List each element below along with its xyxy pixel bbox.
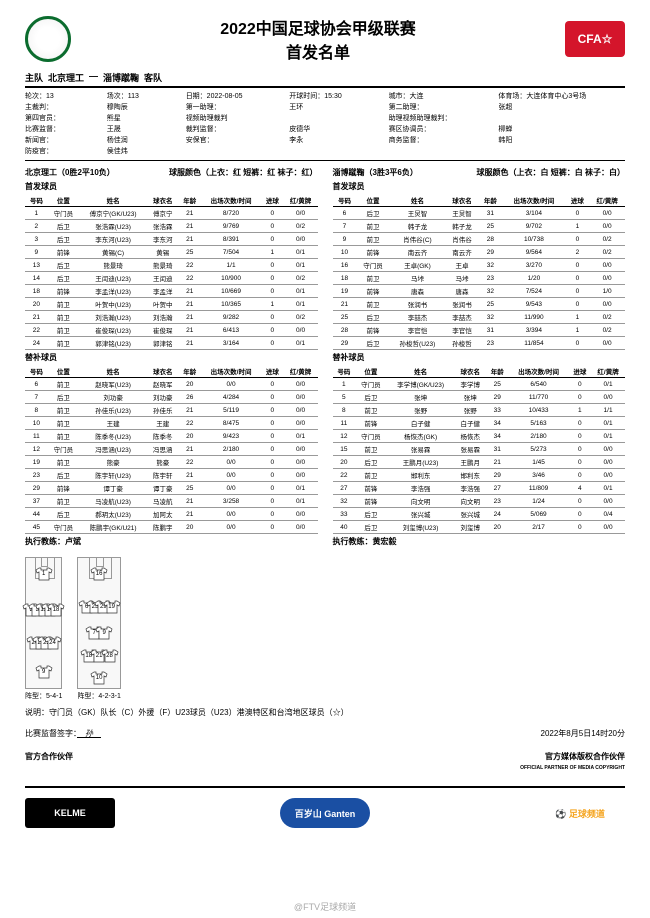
away-subs-table: 号码位置姓名球衣名年龄出场次数/时间进球红/黄牌1守门员李学博(GK/U23)李… (333, 365, 626, 534)
away-team: 淄博蹴鞠 (103, 71, 139, 84)
home-subs-table: 号码位置姓名球衣名年龄出场次数/时间进球红/黄牌6前卫赵晓军(U23)赵晓军20… (25, 365, 318, 534)
table-row: 10前锋南云齐南云齐299/56420/2 (333, 246, 626, 259)
header: 2022中国足球协会甲级联赛 首发名单 CFA ☆ (25, 15, 625, 63)
table-row: 20后卫王鹏月(U23)王鹏月211/4500/0 (333, 456, 626, 469)
home-kit: 球服颜色（上衣：红 短裤：红 袜子：红） (169, 167, 317, 178)
table-row: 19前卫熊豪熊豪220/000/0 (25, 456, 318, 469)
home-team: 北京理工 (48, 71, 84, 84)
signature-row: 比赛监督签字： 孙 2022年8月5日14时20分 (25, 728, 625, 739)
table-row: 19前锋唐森唐森327/52401/0 (333, 285, 626, 298)
match-sheet: 2022中国足球协会甲级联赛 首发名单 CFA ☆ 主队 北京理工 — 淄博蹴鞠… (0, 0, 650, 918)
table-row: 6前卫赵晓军(U23)赵晓军200/000/0 (25, 378, 318, 391)
home-column: 北京理工（0胜2平10负） 球服颜色（上衣：红 短裤：红 袜子：红） 首发球员 号… (25, 164, 318, 549)
jersey: 28 (100, 648, 120, 664)
title-line2: 首发名单 (71, 39, 565, 63)
home-pitch: 123131418202122249 (25, 557, 62, 689)
table-row: 37前卫马凌航(U23)马凌航213/25800/1 (25, 495, 318, 508)
table-row: 8前卫张野张野3310/43311/1 (333, 404, 626, 417)
team-bar: 主队 北京理工 — 淄博蹴鞠 客队 (25, 71, 625, 88)
table-row: 23后卫陈宇轩(U23)陈宇轩210/000/0 (25, 469, 318, 482)
table-row: 10前卫王建王建228/47500/0 (25, 417, 318, 430)
table-row: 18前锋李孟洋(U23)李孟洋2110/66900/1 (25, 285, 318, 298)
away-pitch: 1662529197918212810 (77, 557, 121, 689)
table-row: 5后卫张坤张坤2911/77000/0 (333, 391, 626, 404)
home-starters-table: 号码位置姓名球衣名年龄出场次数/时间进球红/黄牌1守门员傅京宁(GK/U23)傅… (25, 194, 318, 350)
table-row: 20前卫叶贺中(U23)叶贺中2110/36510/1 (25, 298, 318, 311)
sponsor-label-left: 官方合作伙伴 (25, 751, 73, 771)
cfa-logo-left (25, 16, 71, 62)
table-row: 32前锋向文明向文明231/2400/0 (333, 495, 626, 508)
table-row: 14后卫王闰迪(U23)王闰迪2210/90000/2 (25, 272, 318, 285)
away-starters-table: 号码位置姓名球衣名年龄出场次数/时间进球红/黄牌6后卫王炅智王炅智313/104… (333, 194, 626, 350)
table-row: 7后卫刘功豪刘功豪264/28400/0 (25, 391, 318, 404)
jersey: 9 (34, 664, 54, 680)
jersey: 1 (34, 566, 54, 582)
away-column: 淄博蹴鞠（3胜3平6负）球服颜色（上衣：白 短裤：白 袜子：白） 首发球员 号码… (333, 164, 626, 549)
table-row: 28前锋李官恺李官恺313/39410/2 (333, 324, 626, 337)
jersey: 18 (46, 602, 66, 618)
table-row: 18前卫马垰马垰231/2000/0 (333, 272, 626, 285)
table-row: 40后卫刘玺博(U23)刘玺博202/1700/0 (333, 521, 626, 534)
table-row: 27前锋李浩强李浩强2711/80940/1 (333, 482, 626, 495)
table-row: 1守门员李学博(GK/U23)李学博256/54000/1 (333, 378, 626, 391)
away-label: 客队 (144, 71, 162, 84)
away-formation: 阵型：4-2-3-1 (77, 691, 121, 701)
table-row: 22前卫崔俊琛(U23)崔俊琛216/41300/0 (25, 324, 318, 337)
sponsor-kelme: KELME (25, 798, 115, 828)
jersey: 19 (102, 599, 122, 615)
table-row: 8前卫孙佳乐(U23)孙佳乐215/11900/0 (25, 404, 318, 417)
table-row: 12守门员杨恢杰(GK)杨恢杰342/18000/1 (333, 430, 626, 443)
table-row: 2后卫张浩霖(U23)张浩霖219/76900/2 (25, 220, 318, 233)
table-row: 33后卫张兴城张兴城245/06900/4 (333, 508, 626, 521)
table-row: 1守门员傅京宁(GK/U23)傅京宁218/72000/0 (25, 207, 318, 220)
table-row: 16守门员王卓(GK)王卓323/27000/0 (333, 259, 626, 272)
table-row: 24前卫郭津铭(U23)郭津铭213/16400/1 (25, 337, 318, 350)
table-row: 6后卫王炅智王炅智313/10400/0 (333, 207, 626, 220)
jersey: 9 (94, 625, 114, 641)
table-row: 9前卫肖伟谷(C)肖伟谷2810/73800/2 (333, 233, 626, 246)
table-row: 9前锋黄锡(C)黄锡257/50410/1 (25, 246, 318, 259)
table-row: 25后卫李喆杰李喆杰3211/99010/2 (333, 311, 626, 324)
table-row: 44后卫郝玥太(U23)加阿太210/000/0 (25, 508, 318, 521)
jersey: 16 (89, 566, 109, 582)
cfa-badge: CFA ☆ (565, 21, 625, 57)
away-kit: 球服颜色（上衣：白 短裤：白 袜子：白） (477, 167, 625, 178)
away-coach: 执行教练：黄宏毅 (333, 536, 626, 547)
table-row: 45守门员陈鹏宇(GK/U21)陈鹏宇200/000/0 (25, 521, 318, 534)
sponsor-bar: KELME 百岁山 Ganten ⚽ 足球频道 (25, 786, 625, 828)
sponsor-ganten: 百岁山 Ganten (280, 798, 370, 828)
away-record: 淄博蹴鞠（3胜3平6负） (333, 167, 418, 178)
jersey: 24 (43, 635, 63, 651)
table-row: 15前卫张易霖张易霖315/27300/0 (333, 443, 626, 456)
starters-label: 首发球员 (25, 181, 318, 192)
legend: 说明：守门员（GK）队长（C）外援（F）U23球员（U23）港澳特区和台湾地区球… (25, 707, 625, 718)
home-label: 主队 (25, 71, 43, 84)
sign-date: 2022年8月5日14时20分 (541, 728, 626, 739)
title-block: 2022中国足球协会甲级联赛 首发名单 (71, 15, 565, 63)
table-row: 13后卫熊景琦熊景琦221/100/1 (25, 259, 318, 272)
table-row: 22前卫邯利东邯利东293/4600/0 (333, 469, 626, 482)
table-row: 11前卫陈季冬(U23)陈季冬209/42300/1 (25, 430, 318, 443)
table-row: 3后卫李东河(U23)李东河218/39100/0 (25, 233, 318, 246)
formations: 123131418202122249 阵型：5-4-1 166252919791… (25, 557, 625, 701)
jersey: 10 (89, 670, 109, 686)
watermark: @FTV足球频道 (294, 900, 356, 913)
table-row: 7前卫韩子龙韩子龙259/70210/0 (333, 220, 626, 233)
match-info: 轮次：13场次：113日期：2022-08-05开球时间：15:30城市：大连体… (25, 91, 625, 161)
sponsor-ftv: ⚽ 足球频道 (535, 798, 625, 828)
table-row: 12守门员冯思涵(U23)冯思涵212/18000/0 (25, 443, 318, 456)
subs-label: 替补球员 (25, 352, 318, 363)
table-row: 29前锋谭丁豪谭丁豪250/000/1 (25, 482, 318, 495)
title-line1: 2022中国足球协会甲级联赛 (71, 15, 565, 39)
table-row: 29后卫孙梭哲(U23)孙梭哲2311/85400/0 (333, 337, 626, 350)
table-row: 11前锋白子健白子健345/16300/1 (333, 417, 626, 430)
home-formation: 阵型：5-4-1 (25, 691, 62, 701)
table-row: 21前卫刘浩瀚(U23)刘浩瀚219/28200/2 (25, 311, 318, 324)
home-record: 北京理工（0胜2平10负） (25, 167, 115, 178)
table-row: 21前卫张润书张润书259/54300/0 (333, 298, 626, 311)
home-coach: 执行教练：卢斌 (25, 536, 318, 547)
